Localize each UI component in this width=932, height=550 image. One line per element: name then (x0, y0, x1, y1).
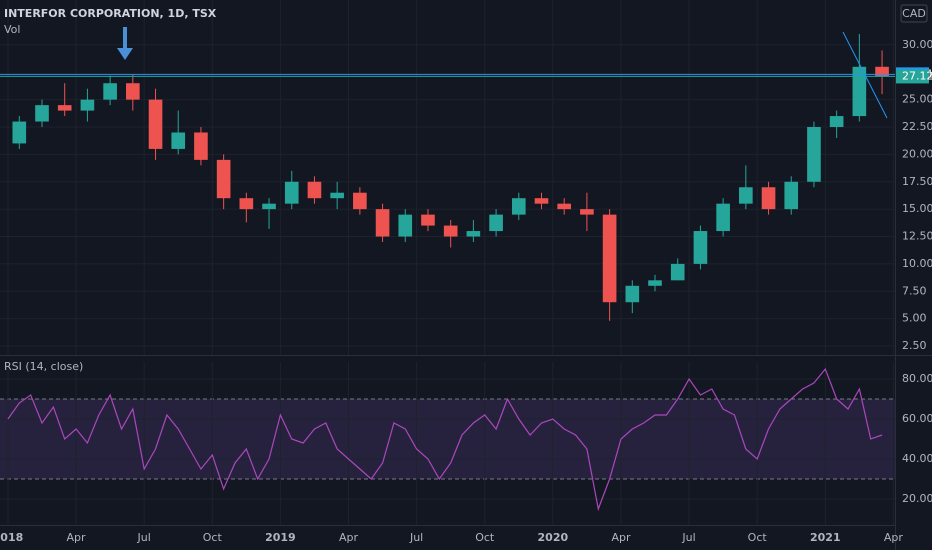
x-tick-label: Oct (475, 531, 495, 544)
y-tick-label: 15.00 (902, 202, 932, 215)
x-tick-label: 2020 (538, 531, 569, 544)
x-tick-label: Apr (339, 531, 359, 544)
candle-body (670, 263, 685, 281)
rsi-band (0, 399, 895, 479)
y-tick-label: 10.00 (902, 257, 932, 270)
y-tick-label: 2.50 (902, 339, 927, 352)
candle-body (57, 105, 72, 111)
y-tick-label: 60.00 (902, 412, 932, 425)
y-tick-label: 7.50 (902, 284, 927, 297)
candle-body (716, 203, 730, 232)
x-tick-label: 2021 (810, 531, 841, 544)
y-tick-label: 25.00 (902, 93, 932, 106)
candle-body (398, 214, 413, 237)
candle-body (580, 209, 594, 215)
candle-body (216, 159, 231, 199)
candle-body (466, 231, 481, 237)
candle-body (807, 127, 821, 182)
candle-body (852, 66, 867, 117)
candle-body (35, 105, 49, 122)
candle-body (194, 132, 208, 160)
candle-body (148, 99, 163, 149)
candle-body (829, 116, 844, 128)
x-tick-label: Apr (884, 531, 904, 544)
y-tick-label: 20.00 (902, 492, 932, 505)
price-pane: 2.50 5.00 7.50 10.00 12.50 15.00 17.50 20.00 22.… (0, 0, 932, 355)
candle-body (330, 192, 344, 199)
chart-title: INTERFOR CORPORATION, 1D, TSX (4, 7, 217, 20)
candle-body (557, 203, 572, 210)
x-tick-label: Jul (681, 531, 695, 544)
x-tick-label: Apr (67, 531, 87, 544)
candle-body (784, 181, 799, 210)
x-tick-label: Apr (611, 531, 631, 544)
x-tick-label: Oct (748, 531, 768, 544)
candle-body (648, 280, 662, 286)
candle-body (126, 83, 140, 100)
price-tag (896, 69, 929, 84)
price-tag-label: 27.12 (902, 69, 932, 82)
x-tick-label: 2019 (265, 531, 296, 544)
y-tick-label: 20.00 (902, 147, 932, 160)
candle-body (534, 198, 549, 204)
candle-body (625, 285, 640, 303)
x-tick-label: Jul (137, 531, 151, 544)
candle-body (375, 209, 390, 237)
candle-body (739, 187, 753, 204)
candle-body (693, 231, 708, 264)
arrow-annotation (117, 27, 133, 60)
candle-body (511, 198, 526, 215)
candle-body (353, 192, 367, 210)
currency: CAD (902, 7, 926, 20)
candle-body (284, 181, 299, 204)
rsi-line (7, 367, 883, 512)
y-tick-label: 80.00 (902, 372, 932, 385)
x-tick-label: Jul (409, 531, 423, 544)
candle-body (239, 198, 254, 210)
candle-body (12, 121, 27, 144)
candle-body (262, 203, 276, 210)
y-tick-label: 5.00 (902, 312, 927, 325)
candle-body (443, 225, 458, 237)
volume-label: Vol (4, 23, 20, 36)
candle-body (421, 214, 435, 226)
rsi-title: RSI (14, close) (4, 360, 83, 373)
y-tick-label: 12.50 (902, 230, 932, 243)
y-tick-label: 40.00 (902, 452, 932, 465)
candle-body (875, 66, 889, 77)
candle-body (80, 99, 95, 111)
candle-body (489, 214, 503, 232)
candle-body (171, 132, 186, 149)
currency-box (900, 4, 928, 23)
candle-body (307, 181, 322, 199)
x-tick-label: Oct (203, 531, 223, 544)
trend-line (842, 31, 888, 119)
y-tick-label: 30.00 (902, 38, 932, 51)
candle-body (602, 214, 617, 303)
y-tick-label: 17.50 (902, 175, 932, 188)
candle-body (103, 83, 117, 100)
y-tick-label: 22.50 (902, 120, 932, 133)
candle-body (761, 187, 776, 210)
